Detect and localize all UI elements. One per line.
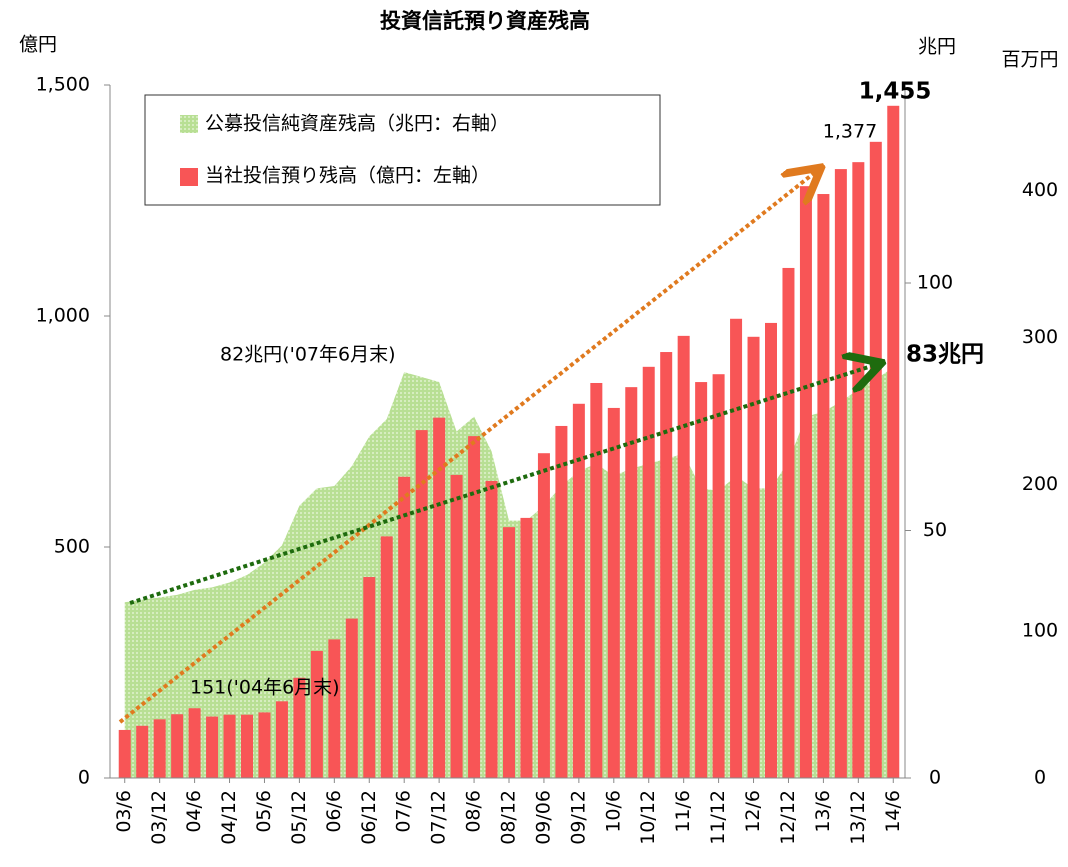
bar bbox=[241, 714, 253, 778]
x-tick-label: 03/6 bbox=[113, 790, 135, 833]
bar bbox=[695, 382, 708, 778]
bar bbox=[380, 536, 393, 778]
annotation: 82兆円('07年6月末) bbox=[220, 344, 396, 366]
bar bbox=[555, 425, 568, 778]
y2-tick-label: 0 bbox=[929, 767, 941, 789]
x-tick-label: 07/6 bbox=[393, 790, 415, 833]
y3-tick-label: 400 bbox=[1022, 179, 1058, 201]
y-tick-label: 0 bbox=[78, 767, 90, 789]
x-tick-label: 05/12 bbox=[288, 790, 310, 845]
bar bbox=[275, 701, 288, 778]
bar bbox=[782, 267, 795, 778]
bar bbox=[450, 474, 463, 778]
y2-axis-label: 兆円 bbox=[918, 36, 956, 58]
bar bbox=[188, 708, 201, 778]
x-tick-label: 04/12 bbox=[218, 790, 240, 845]
y-tick-label: 1,000 bbox=[36, 305, 90, 327]
bar bbox=[206, 716, 219, 778]
y-tick-label: 500 bbox=[54, 536, 90, 558]
bar bbox=[433, 417, 446, 778]
legend-swatch bbox=[180, 115, 198, 133]
y-axis-label: 億円 bbox=[19, 34, 57, 56]
bar bbox=[485, 480, 498, 778]
x-tick-label: 08/6 bbox=[463, 790, 485, 833]
y3-tick-label: 100 bbox=[1022, 620, 1058, 642]
annotation: 83兆円 bbox=[906, 342, 984, 368]
bar bbox=[537, 453, 550, 778]
bar bbox=[572, 403, 585, 778]
bar bbox=[607, 407, 620, 778]
bar bbox=[520, 517, 533, 778]
bar bbox=[834, 169, 847, 779]
bar bbox=[415, 430, 428, 778]
y3-tick-label: 0 bbox=[1034, 767, 1046, 789]
bar bbox=[590, 382, 603, 778]
legend-swatch bbox=[180, 168, 198, 186]
x-tick-label: 04/6 bbox=[183, 790, 205, 833]
y2-tick-label: 50 bbox=[923, 519, 947, 541]
y2-tick-label: 100 bbox=[917, 272, 953, 294]
trend-arrow bbox=[129, 364, 878, 605]
bar bbox=[799, 186, 812, 779]
bar bbox=[468, 436, 481, 778]
x-tick-label: 11/12 bbox=[707, 790, 729, 845]
legend-label: 当社投信預り残高（億円：左軸） bbox=[205, 165, 490, 187]
bar bbox=[345, 618, 358, 778]
chart-title: 投資信託預り資産残高 bbox=[380, 9, 590, 33]
y3-axis-label: 百万円 bbox=[1001, 49, 1058, 71]
y-tick-label: 1,500 bbox=[36, 74, 90, 96]
bar bbox=[328, 639, 341, 778]
bar bbox=[136, 725, 149, 778]
trend-arrow bbox=[118, 170, 818, 724]
bar bbox=[712, 374, 725, 778]
annotation: 151('04年6月末) bbox=[190, 677, 340, 699]
bar bbox=[363, 577, 376, 778]
bar bbox=[625, 387, 638, 778]
x-tick-label: 13/6 bbox=[812, 790, 834, 833]
bar bbox=[869, 141, 882, 779]
x-tick-label: 06/6 bbox=[323, 790, 345, 833]
bar bbox=[747, 336, 760, 778]
x-tick-label: 13/12 bbox=[847, 790, 869, 845]
x-tick-label: 09/06 bbox=[532, 790, 554, 845]
y3-tick-label: 200 bbox=[1022, 473, 1058, 495]
annotation: 1,455 bbox=[859, 79, 932, 105]
x-tick-label: 12/6 bbox=[742, 790, 764, 833]
bar bbox=[153, 719, 166, 778]
x-tick-label: 10/6 bbox=[602, 790, 624, 833]
bar bbox=[660, 352, 673, 778]
x-tick-label: 11/6 bbox=[672, 790, 694, 833]
annotation: 1,377 bbox=[823, 121, 877, 143]
x-tick-label: 05/6 bbox=[253, 790, 275, 833]
bar bbox=[817, 194, 830, 779]
bar bbox=[887, 105, 900, 779]
bar bbox=[310, 650, 323, 778]
x-tick-label: 09/12 bbox=[567, 790, 589, 845]
bar bbox=[852, 162, 865, 779]
bar bbox=[398, 476, 411, 778]
bar bbox=[118, 729, 131, 778]
x-tick-label: 03/12 bbox=[148, 790, 170, 845]
bar bbox=[223, 714, 236, 778]
bar bbox=[293, 677, 306, 778]
bar bbox=[503, 527, 515, 778]
bar bbox=[765, 322, 777, 778]
y3-tick-label: 300 bbox=[1022, 326, 1058, 348]
x-tick-label: 12/12 bbox=[777, 790, 799, 845]
x-tick-label: 07/12 bbox=[428, 790, 450, 845]
x-tick-label: 08/12 bbox=[498, 790, 520, 845]
x-tick-label: 14/6 bbox=[882, 790, 904, 833]
legend bbox=[144, 94, 661, 206]
x-tick-label: 06/12 bbox=[358, 790, 380, 845]
bar bbox=[258, 712, 271, 778]
bar bbox=[677, 335, 690, 778]
plot bbox=[118, 105, 900, 779]
x-tick-label: 10/12 bbox=[637, 790, 659, 845]
bar bbox=[642, 366, 655, 778]
bar bbox=[730, 318, 743, 778]
legend-label: 公募投信純資産残高（兆円：右軸） bbox=[205, 113, 509, 135]
bar bbox=[171, 714, 184, 778]
